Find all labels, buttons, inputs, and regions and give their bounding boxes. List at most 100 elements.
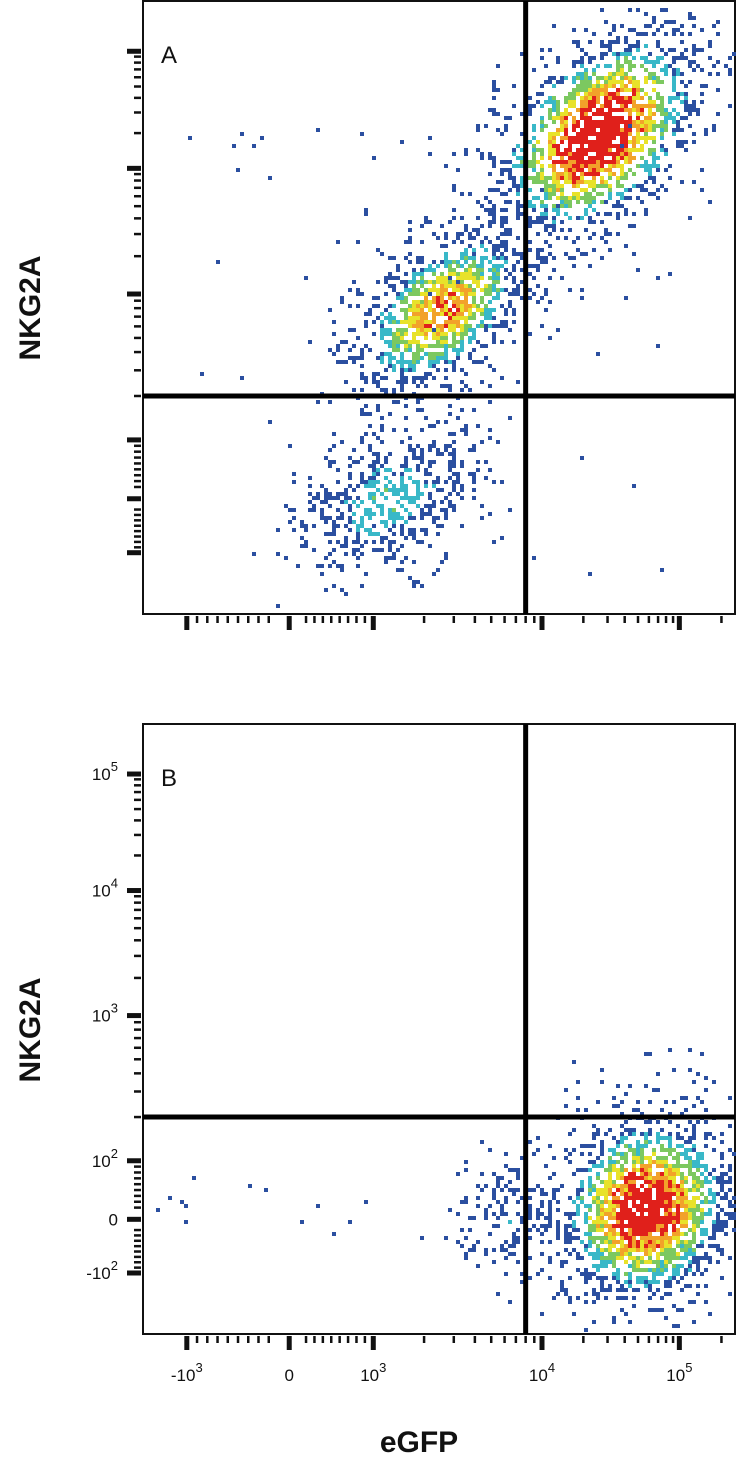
panel-b-main-event [600, 1288, 604, 1292]
panel-a-main-event [560, 152, 564, 156]
panel-a-mid-event [460, 240, 464, 244]
panel-a-low-event [300, 524, 304, 528]
panel-a-mid-event [460, 328, 464, 332]
panel-a-main-event [584, 140, 588, 144]
panel-a-low-event [360, 436, 364, 440]
panel-b-main-event [692, 1224, 696, 1228]
panel-a-main-event [564, 132, 568, 136]
panel-a-main-event [580, 88, 584, 92]
panel-b-main-event [640, 1244, 644, 1248]
panel-b-main-event [704, 1284, 708, 1288]
panel-a-main-event [592, 124, 596, 128]
panel-b-main-event [696, 1164, 700, 1168]
panel-a-main-event [612, 40, 616, 44]
panel-a-main-event [576, 60, 580, 64]
panel-a-low-event [416, 468, 420, 472]
panel-a-main-event [552, 176, 556, 180]
panel-b-main-event [660, 1216, 664, 1220]
panel-a-mid-event [332, 332, 336, 336]
panel-a-mid-event [424, 268, 428, 272]
panel-a-sparse-event [364, 208, 368, 212]
panel-a-low-event [380, 548, 384, 552]
panel-a-main-event [624, 84, 628, 88]
panel-a-main-event [620, 64, 624, 68]
panel-a-low-event [344, 524, 348, 528]
panel-a-low-event [368, 444, 372, 448]
panel-a-main-event [488, 108, 492, 112]
panel-a-low-event [412, 452, 416, 456]
panel-a-mid-event [384, 280, 388, 284]
panel-a-low-event [476, 468, 480, 472]
panel-b-main-event [696, 1244, 700, 1248]
panel-a-main-event [580, 116, 584, 120]
panel-b-main-event [604, 1276, 608, 1280]
panel-a-main-event [644, 136, 648, 140]
panel-a-main-event [588, 204, 592, 208]
panel-a-low-event [352, 520, 356, 524]
panel-a-mid-event [480, 320, 484, 324]
panel-b-main-event [548, 1176, 552, 1180]
panel-a-sparse-event [408, 228, 412, 232]
panel-a-main-event [564, 160, 568, 164]
panel-a-mid-event [416, 324, 420, 328]
panel-a-main-event [584, 108, 588, 112]
panel-a-mid-event [416, 320, 420, 324]
panel-a-main-event [668, 64, 672, 68]
panel-b-main-event [628, 1188, 632, 1192]
panel-a-mid-event [444, 340, 448, 344]
panel-a-main-event [552, 188, 556, 192]
panel-b-main-event [572, 1236, 576, 1240]
panel-a-mid-event [492, 340, 496, 344]
panel-b-main-event [696, 1292, 700, 1296]
panel-a-main-event [648, 116, 652, 120]
panel-a-mid-event [396, 292, 400, 296]
panel-b-main-event [664, 1196, 668, 1200]
panel-a-mid-event [492, 220, 496, 224]
panel-a-mid-event [452, 284, 456, 288]
panel-a-mid-event [412, 308, 416, 312]
panel-a-main-event [452, 152, 456, 156]
panel-a-main-event [628, 116, 632, 120]
panel-a-mid-event [432, 356, 436, 360]
panel-b-main-event [652, 1180, 656, 1184]
panel-a-mid-event [432, 320, 436, 324]
panel-a-main-event [688, 124, 692, 128]
panel-a-main-event [608, 172, 612, 176]
panel-a-main-event [608, 168, 612, 172]
panel-a-main-event [500, 160, 504, 164]
panel-a-main-event [640, 124, 644, 128]
panel-a-low-event [292, 516, 296, 520]
panel-a-main-event [612, 108, 616, 112]
panel-a-low-event [328, 448, 332, 452]
panel-b-main-event [676, 1168, 680, 1172]
panel-a-mid-event [380, 324, 384, 328]
panel-a-main-event [580, 176, 584, 180]
panel-a-low-event [356, 532, 360, 536]
panel-a-main-event [492, 164, 496, 168]
panel-a-mid-event [464, 296, 468, 300]
panel-a-main-event [532, 104, 536, 108]
panel-a-sparse-event [304, 276, 308, 280]
panel-b-main-event [692, 1164, 696, 1168]
panel-a-main-event [528, 204, 532, 208]
panel-a-mid-event [464, 276, 468, 280]
panel-a-main-event [644, 124, 648, 128]
panel-a-main-event [576, 108, 580, 112]
panel-b-main-event [644, 1236, 648, 1240]
panel-b-main-event [624, 1224, 628, 1228]
panel-a-mid-event [424, 280, 428, 284]
panel-b-main-event [632, 1200, 636, 1204]
panel-a-main-event [684, 56, 688, 60]
panel-a-mid-event [440, 284, 444, 288]
panel-b-main-event [604, 1188, 608, 1192]
panel-a-main-event [664, 108, 668, 112]
panel-a-mid-event [472, 316, 476, 320]
panel-a-main-event [552, 132, 556, 136]
panel-a-main-event [536, 196, 540, 200]
panel-b-main-event [584, 1244, 588, 1248]
panel-a-main-event [660, 128, 664, 132]
panel-a-main-event [584, 164, 588, 168]
panel-a-main-event [596, 212, 600, 216]
panel-b-main-event [592, 1220, 596, 1224]
panel-b-main-event [656, 1252, 660, 1256]
